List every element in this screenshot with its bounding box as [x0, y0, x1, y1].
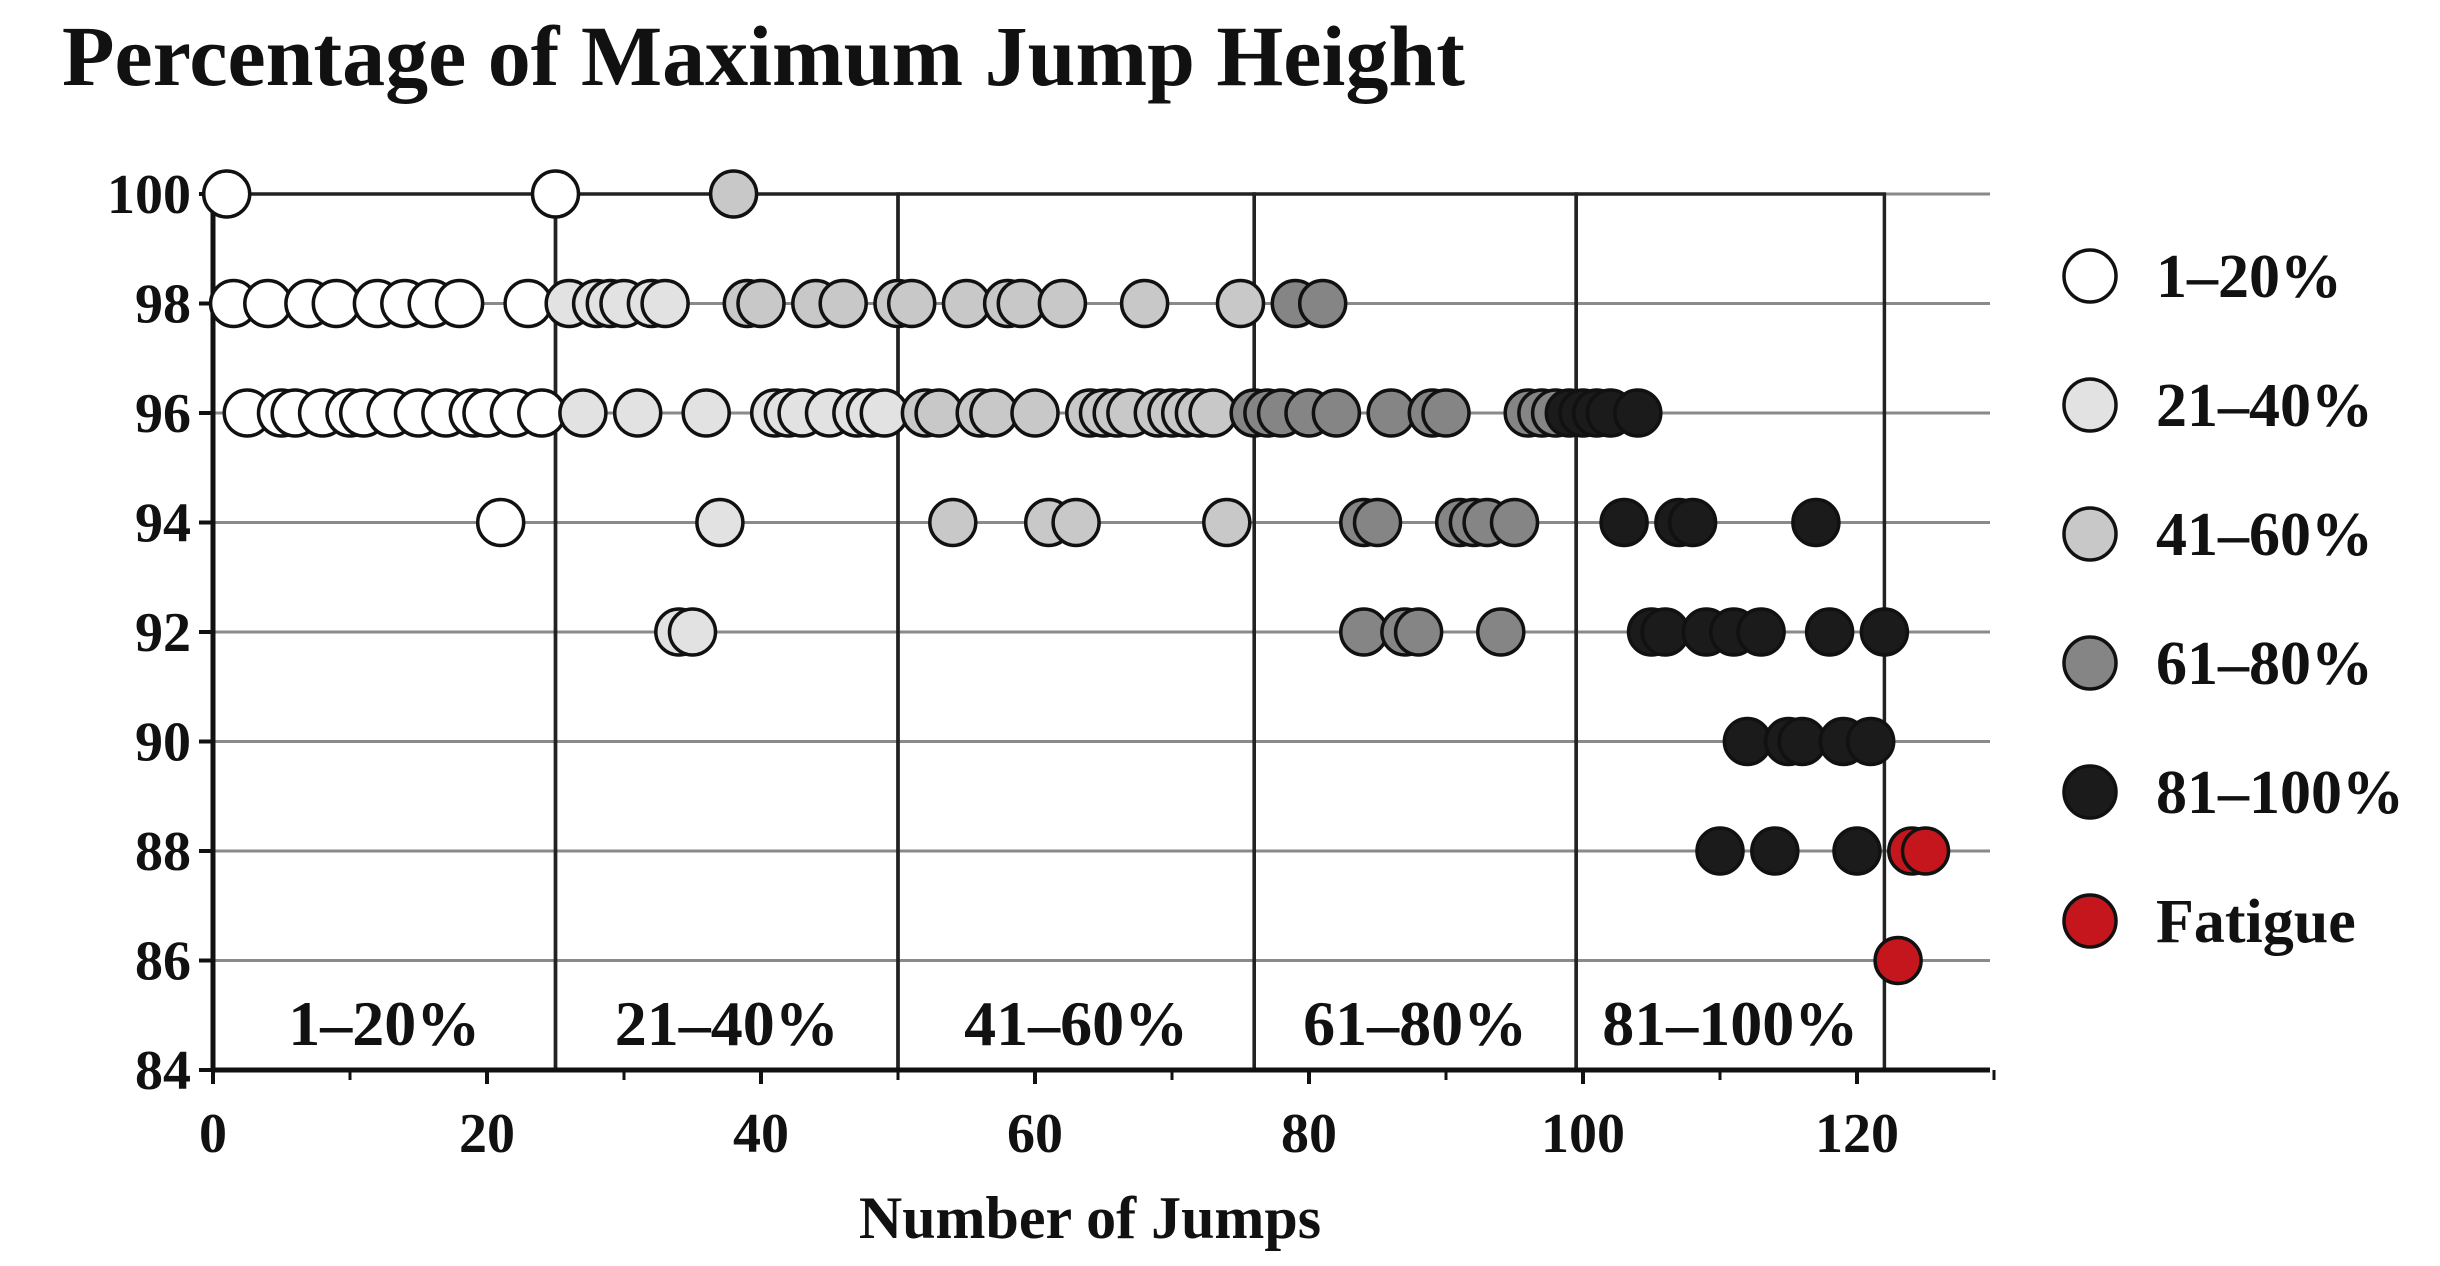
legend: 1–20% 21–40% 41–60% 61–80% 81–100% Fatigue [2062, 243, 2404, 956]
data-point [201, 169, 252, 219]
data-point [1900, 826, 1951, 876]
data-point [1339, 607, 1389, 657]
legend-marker [2062, 377, 2118, 433]
data-point [1352, 497, 1403, 548]
legend-marker [2062, 635, 2118, 691]
legend-label: Fatigue [2156, 888, 2356, 956]
data-point [1859, 607, 1910, 657]
data-point [1489, 497, 1540, 548]
phase-label: 61–80% [1303, 988, 1527, 1059]
phase-label: 1–20% [288, 988, 480, 1059]
data-point [1736, 607, 1786, 657]
data-point [1188, 388, 1238, 438]
data-point [1366, 388, 1416, 438]
data-point [1476, 607, 1526, 657]
data-point [1393, 607, 1444, 657]
data-point [1613, 388, 1663, 438]
y-tick-label: 86 [135, 931, 191, 993]
x-tick-label: 60 [1007, 1103, 1063, 1165]
data-point [1777, 716, 1827, 767]
data-point [1804, 607, 1855, 657]
data-point [708, 169, 759, 219]
y-tick-label: 98 [135, 274, 191, 336]
legend-label: 61–80% [2156, 630, 2373, 698]
data-point [695, 497, 745, 548]
data-point [1845, 716, 1896, 767]
x-tick-label: 40 [733, 1103, 789, 1165]
data-point [1750, 826, 1800, 876]
x-tick-label: 100 [1541, 1103, 1625, 1165]
legend-marker [2062, 506, 2118, 562]
y-tick-label: 100 [107, 164, 191, 226]
data-point [558, 388, 608, 438]
data-point [1311, 388, 1362, 438]
data-point [1695, 826, 1745, 876]
data-point [914, 388, 964, 438]
x-tick-label: 0 [199, 1103, 227, 1165]
data-point [640, 278, 690, 329]
data-point [886, 278, 937, 329]
data-point [969, 388, 1019, 438]
y-tick-label: 92 [135, 602, 191, 664]
data-point [1667, 497, 1718, 548]
data-point [1051, 497, 1101, 548]
data-point [311, 278, 362, 329]
chart-title: Percentage of Maximum Jump Height [62, 8, 1465, 104]
data-point [859, 388, 910, 438]
legend-label: 21–40% [2156, 372, 2373, 440]
y-tick-label: 84 [135, 1040, 191, 1102]
data-point [1599, 497, 1649, 548]
legend-label: 1–20% [2156, 243, 2342, 311]
legend-marker [2062, 764, 2118, 820]
legend-label: 41–60% [2156, 501, 2373, 569]
data-point [530, 169, 581, 219]
data-point [1215, 278, 1266, 329]
phase-label: 81–100% [1602, 988, 1858, 1059]
data-point [1010, 388, 1060, 438]
data-point [667, 607, 718, 657]
data-point [475, 497, 526, 548]
data-point [1832, 826, 1882, 876]
data-point [996, 278, 1047, 329]
data-point [928, 497, 978, 548]
x-tick-label: 80 [1281, 1103, 1337, 1165]
data-point [941, 278, 992, 329]
y-tick-label: 88 [135, 821, 191, 883]
data-point [736, 278, 786, 329]
data-point [1722, 716, 1773, 767]
x-axis-title: Number of Jumps [859, 1185, 1321, 1251]
data-point [1119, 278, 1170, 329]
data-point [1640, 607, 1690, 657]
data-point [503, 278, 553, 329]
data-point [1297, 278, 1348, 329]
y-tick-label: 90 [135, 712, 191, 774]
legend-marker [2062, 248, 2118, 304]
data-point [1202, 497, 1252, 548]
data-point [612, 388, 663, 438]
axes: 0 20 40 60 80 100 120 100 98 96 94 92 90 88 86 84 [107, 164, 1996, 1165]
data-point [243, 278, 293, 329]
data-point [517, 388, 567, 438]
x-tick-label: 120 [1815, 1103, 1899, 1165]
y-tick-label: 94 [135, 493, 191, 555]
data-point [1791, 497, 1841, 548]
data-point [1037, 278, 1088, 329]
y-tick-label: 96 [135, 383, 191, 445]
x-tick-label: 20 [459, 1103, 515, 1165]
data-point [818, 278, 868, 329]
legend-marker [2062, 893, 2118, 949]
data-point [1873, 935, 1923, 986]
legend-label: 81–100% [2156, 759, 2404, 827]
data-point [681, 388, 731, 438]
data-point [434, 278, 485, 329]
phase-label: 41–60% [964, 988, 1188, 1059]
data-points [201, 169, 1951, 986]
phase-label: 21–40% [615, 988, 839, 1059]
data-point [1421, 388, 1471, 438]
